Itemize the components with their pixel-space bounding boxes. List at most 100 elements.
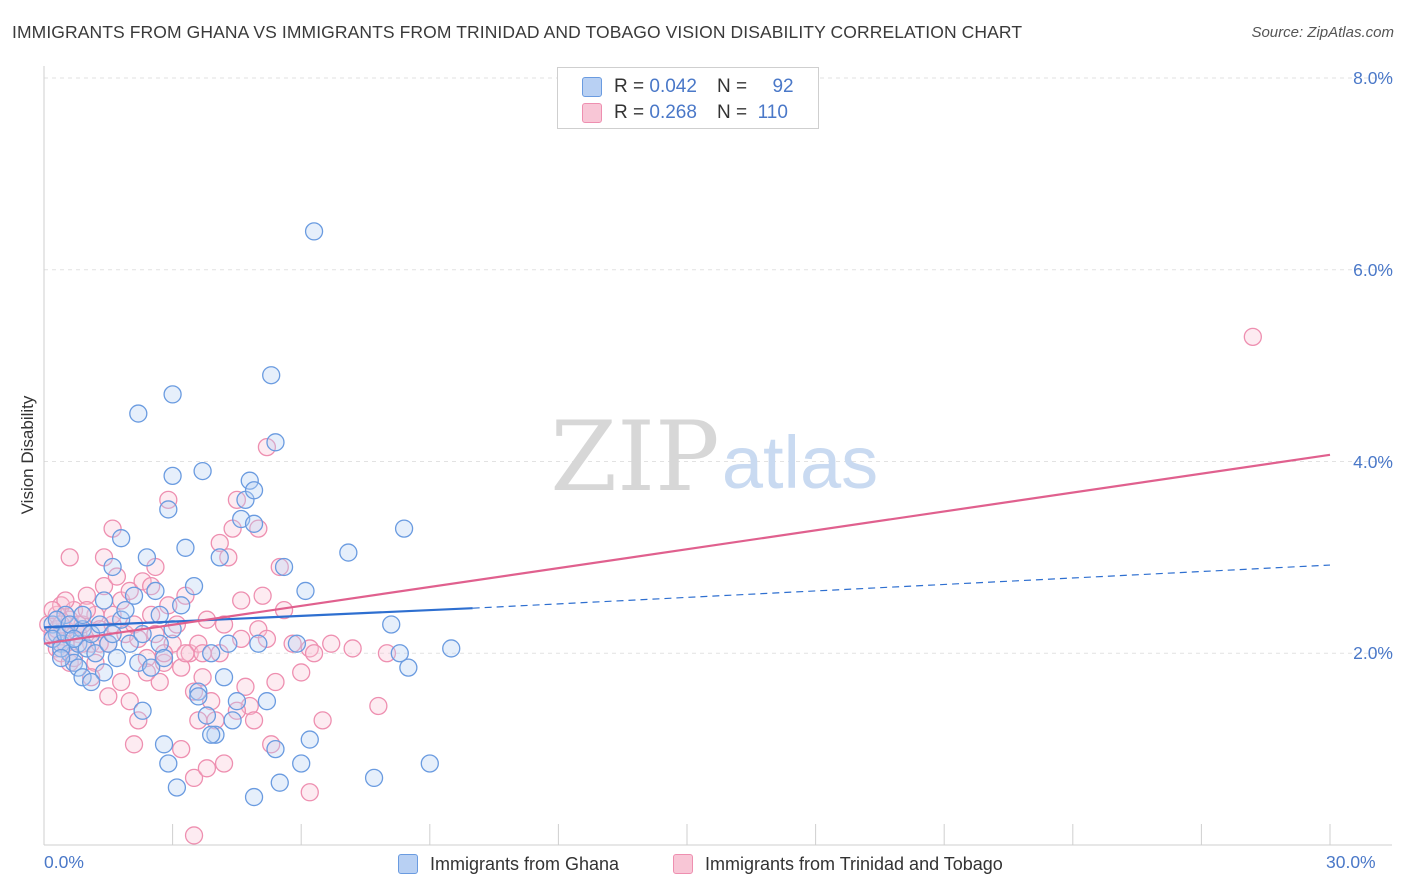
ghana-point (249, 634, 268, 653)
ghana-point (159, 754, 178, 773)
ghana-point (133, 701, 152, 720)
ghana-point (193, 461, 212, 481)
ghana-point (382, 615, 401, 634)
ghana-point (287, 634, 307, 653)
x-tick-label-min: 0.0% (44, 852, 84, 872)
trinidad-point (94, 576, 114, 596)
trinidad-point (184, 768, 204, 788)
trinidad-point (99, 687, 118, 706)
ghana-point (94, 591, 114, 610)
trinidad-point (283, 634, 302, 653)
ghana-point (159, 500, 178, 519)
grid-lines (44, 77, 1392, 654)
trinidad-point (184, 826, 204, 845)
ghana-point (300, 730, 319, 749)
trinidad-point (369, 696, 388, 716)
legend-r-value: 0.268 (649, 102, 697, 123)
axes (43, 66, 1392, 846)
legend-row-trinidad: R = 0.268 N = 110 (582, 101, 794, 125)
legend-n-value: 92 (772, 76, 794, 97)
trinidad-point (322, 634, 341, 653)
ghana-point (73, 605, 92, 625)
ghana-point (202, 644, 221, 663)
ghana-point (73, 668, 92, 687)
bottom-legend-trinidad: Immigrants from Trinidad and Tobago (673, 851, 1003, 877)
ghana-point (266, 433, 285, 452)
trinidad-point (176, 644, 195, 663)
legend-swatch-trinidad (582, 103, 602, 123)
trinidad-point (150, 672, 169, 692)
legend-r-label: R = (614, 76, 645, 97)
trinidad-point (189, 711, 208, 730)
ghana-point (206, 725, 225, 744)
ghana-point (257, 692, 277, 711)
chart-title: IMMIGRANTS FROM GHANA VS IMMIGRANTS FROM… (12, 22, 1023, 42)
ghana-point (244, 787, 264, 807)
ghana-point (94, 663, 114, 682)
ghana-point (146, 581, 165, 601)
bottom-legend-ghana: Immigrants from Ghana (398, 851, 619, 877)
ghana-point (240, 471, 259, 490)
ghana-point (262, 366, 281, 385)
ghana-point (292, 754, 311, 773)
bottom-legend-label-trinidad: Immigrants from Trinidad and Tobago (705, 853, 1003, 874)
ghana-point (189, 682, 208, 701)
trinidad-point (193, 668, 212, 687)
watermark: ZIP atlas (550, 401, 878, 513)
ghana-point (339, 543, 358, 562)
trinidad-point (253, 586, 272, 605)
ghana-point (86, 644, 105, 663)
ghana-point (112, 529, 131, 548)
ghana-point (167, 778, 187, 797)
ghana-point (420, 754, 439, 773)
ghana-point (172, 596, 191, 615)
trinidad-point (56, 591, 75, 610)
ghana-point (399, 658, 418, 677)
trinidad-point (257, 629, 277, 649)
ghana-point (304, 222, 324, 241)
ghana-point (120, 634, 139, 653)
ghana-trend-line (43, 607, 473, 629)
ghana-point (219, 634, 238, 653)
ghana-point (82, 672, 101, 692)
source-note: Source: ZipAtlas.com (1251, 24, 1394, 41)
watermark-atlas: atlas (722, 421, 878, 504)
ghana-point (184, 576, 204, 596)
ghana-point (137, 548, 157, 567)
trinidad-point (112, 672, 131, 692)
trinidad-point (129, 711, 148, 730)
trinidad-point (210, 533, 229, 553)
trend-lines (43, 453, 1331, 645)
legend-n-label: N = (716, 76, 748, 97)
trinidad-point (107, 567, 127, 586)
trinidad-point (133, 572, 152, 591)
trinidad-point (124, 735, 144, 754)
trinidad-trend-line (43, 453, 1331, 645)
y-tick-label: 2.0% (1353, 643, 1393, 664)
ghana-point (103, 557, 122, 577)
trinidad-point (189, 634, 208, 653)
y-tick-label: 4.0% (1353, 451, 1393, 472)
ghana-point (390, 644, 409, 663)
trinidad-point (172, 739, 191, 759)
ghana-point (176, 538, 195, 557)
ghana-point (214, 668, 234, 687)
ghana-point (197, 706, 217, 725)
trinidad-point (120, 692, 139, 711)
trinidad-point (232, 591, 251, 610)
trinidad-point (343, 639, 362, 658)
ghana-point (163, 466, 182, 486)
trinidad-point (313, 711, 332, 730)
ghana-point (150, 605, 169, 625)
watermark-zip: ZIP (550, 401, 719, 513)
bottom-legend-swatch-trinidad (673, 854, 693, 874)
y-tick-label: 8.0% (1353, 68, 1393, 88)
trinidad-point (159, 490, 178, 510)
trinidad-point (300, 783, 319, 802)
legend-row-ghana: R = 0.042 N = 92 (582, 75, 794, 99)
ghana-point (210, 548, 229, 567)
ghana-point (244, 514, 264, 533)
ghana-point (69, 658, 88, 677)
legend-n-label: N = (716, 102, 748, 123)
